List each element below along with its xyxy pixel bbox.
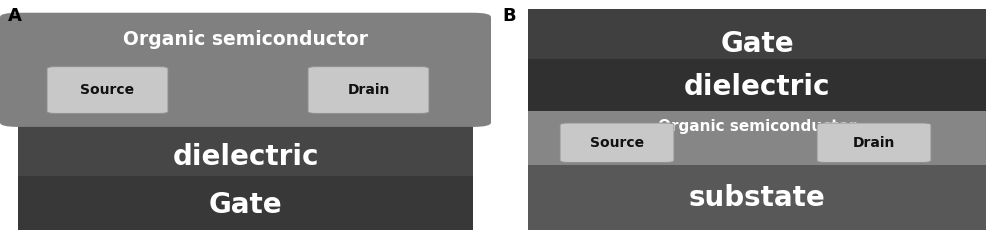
Text: Source: Source	[80, 83, 135, 97]
Bar	[528, 59, 986, 111]
Text: substate: substate	[689, 184, 825, 212]
FancyBboxPatch shape	[47, 67, 168, 113]
FancyBboxPatch shape	[560, 123, 674, 162]
Text: A: A	[8, 7, 22, 25]
Bar	[528, 165, 986, 230]
Bar	[528, 9, 986, 111]
Text: Organic semiconductor: Organic semiconductor	[658, 119, 856, 134]
Text: dielectric: dielectric	[172, 143, 319, 171]
Text: Gate: Gate	[720, 30, 794, 58]
Text: Organic semiconductor: Organic semiconductor	[123, 30, 368, 49]
FancyBboxPatch shape	[0, 13, 491, 127]
FancyBboxPatch shape	[817, 123, 931, 162]
Bar	[18, 121, 473, 230]
Bar	[18, 176, 473, 230]
Bar	[528, 111, 986, 165]
Text: Source: Source	[590, 136, 644, 150]
Text: Drain: Drain	[853, 136, 895, 150]
FancyBboxPatch shape	[308, 67, 429, 113]
Text: Drain: Drain	[347, 83, 390, 97]
Text: Gate: Gate	[209, 191, 282, 219]
Text: B: B	[502, 7, 516, 25]
Text: dielectric: dielectric	[684, 73, 830, 101]
